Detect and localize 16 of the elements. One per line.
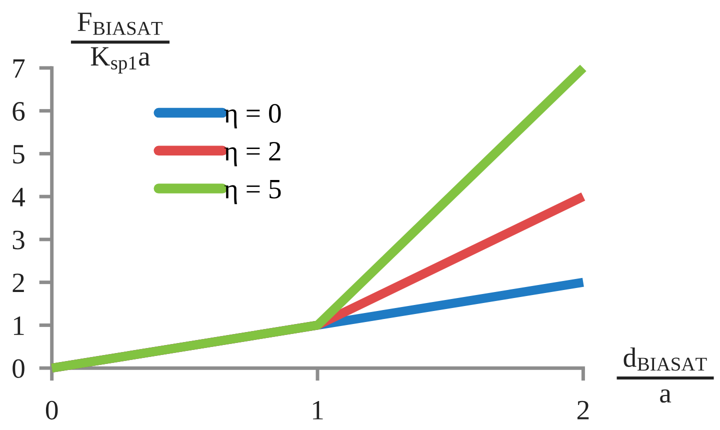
y-tick-label: 2 xyxy=(12,274,24,292)
y-tick-label: 0 xyxy=(12,359,24,378)
y-tick-label: 5 xyxy=(13,145,24,164)
y-tick-label: 3 xyxy=(12,230,24,250)
x-axis-title: d$_{BIASAT}$ a xyxy=(624,347,707,403)
y-axis-title: F$_{BIASAT}$ K$_{sp1}$a xyxy=(78,12,162,74)
x-tick-label: 1 xyxy=(313,400,323,420)
y-tick-label: 7 xyxy=(13,59,25,78)
y-tick-label: 6 xyxy=(12,102,25,121)
legend-label: η = 2 xyxy=(224,142,280,166)
legend-label: η = 0 xyxy=(224,104,281,128)
y-tick-label: 1 xyxy=(14,316,24,335)
legend-label: η = 5 xyxy=(224,180,281,204)
y-tick-label: 4 xyxy=(12,188,26,206)
x-tick-label: 0 xyxy=(46,400,58,420)
x-tick-label: 2 xyxy=(577,400,589,420)
